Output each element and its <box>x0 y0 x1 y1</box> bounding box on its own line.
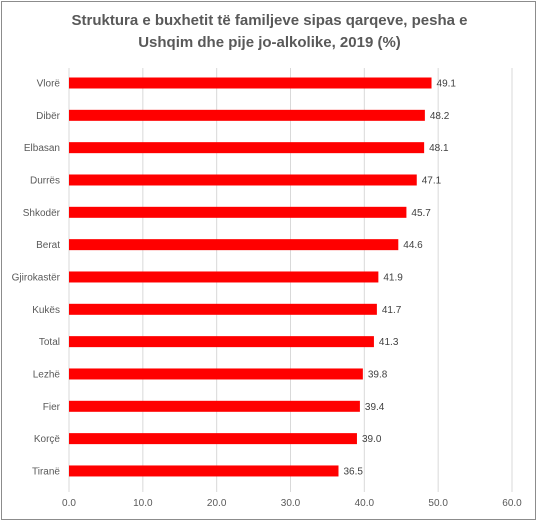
bar <box>69 239 399 251</box>
bar <box>69 433 357 445</box>
category-label: Tiranë <box>32 466 60 477</box>
category-label: Shkodër <box>23 208 61 219</box>
chart-title-line-2: Ushqim dhe pije jo-alkolike, 2019 (%) <box>138 34 401 51</box>
data-label: 49.1 <box>437 79 457 90</box>
category-label: Dibër <box>36 111 61 122</box>
category-label: Total <box>39 337 60 348</box>
bar <box>69 174 417 186</box>
x-tick-label: 60.0 <box>502 498 522 509</box>
bar <box>69 336 374 348</box>
data-label: 48.1 <box>429 143 449 154</box>
category-label: Gjirokastër <box>12 272 61 283</box>
bar <box>69 368 363 380</box>
category-labels: Vlorë Dibër Elbasan Durrës Shkodër Berat Gjiro… <box>12 79 61 478</box>
bar <box>69 142 425 154</box>
bar <box>69 271 379 283</box>
data-label: 41.7 <box>382 305 402 316</box>
category-label: Kukës <box>32 305 60 316</box>
bar <box>69 303 377 315</box>
bar <box>69 206 407 218</box>
bar <box>69 400 360 412</box>
data-labels: 49.1 48.2 48.1 47.1 45.7 44.6 41.9 41.7 41.3 39.8… <box>343 79 456 478</box>
bars <box>69 77 432 477</box>
bar <box>69 109 425 121</box>
data-label: 39.0 <box>362 434 382 445</box>
data-label: 47.1 <box>422 175 442 186</box>
x-tick-label: 50.0 <box>428 498 448 509</box>
data-label: 39.8 <box>368 369 388 380</box>
x-tick-label: 10.0 <box>133 498 153 509</box>
category-label: Fier <box>43 402 61 413</box>
category-label: Durrës <box>30 175 60 186</box>
data-label: 39.4 <box>365 402 385 413</box>
data-label: 45.7 <box>411 208 431 219</box>
chart-title-line-1: Struktura e buxhetit të familjeve sipas … <box>71 12 468 29</box>
data-label: 48.2 <box>430 111 450 122</box>
data-label: 36.5 <box>343 466 363 477</box>
x-axis-tick-labels: 0.0 10.0 20.0 30.0 40.0 50.0 60.0 <box>62 498 522 509</box>
x-tick-label: 30.0 <box>281 498 301 509</box>
category-label: Berat <box>36 240 60 251</box>
category-label: Korçë <box>34 434 61 445</box>
data-label: 41.9 <box>383 272 403 283</box>
x-tick-label: 0.0 <box>62 498 76 509</box>
bar <box>69 77 432 89</box>
bar <box>69 465 339 477</box>
category-label: Vlorë <box>37 79 61 90</box>
x-tick-label: 40.0 <box>355 498 375 509</box>
data-label: 41.3 <box>379 337 399 348</box>
category-label: Elbasan <box>24 143 60 154</box>
x-tick-label: 20.0 <box>207 498 227 509</box>
category-label: Lezhë <box>33 369 61 380</box>
data-label: 44.6 <box>403 240 423 251</box>
chart-title: Struktura e buxhetit të familjeve sipas … <box>0 10 539 54</box>
